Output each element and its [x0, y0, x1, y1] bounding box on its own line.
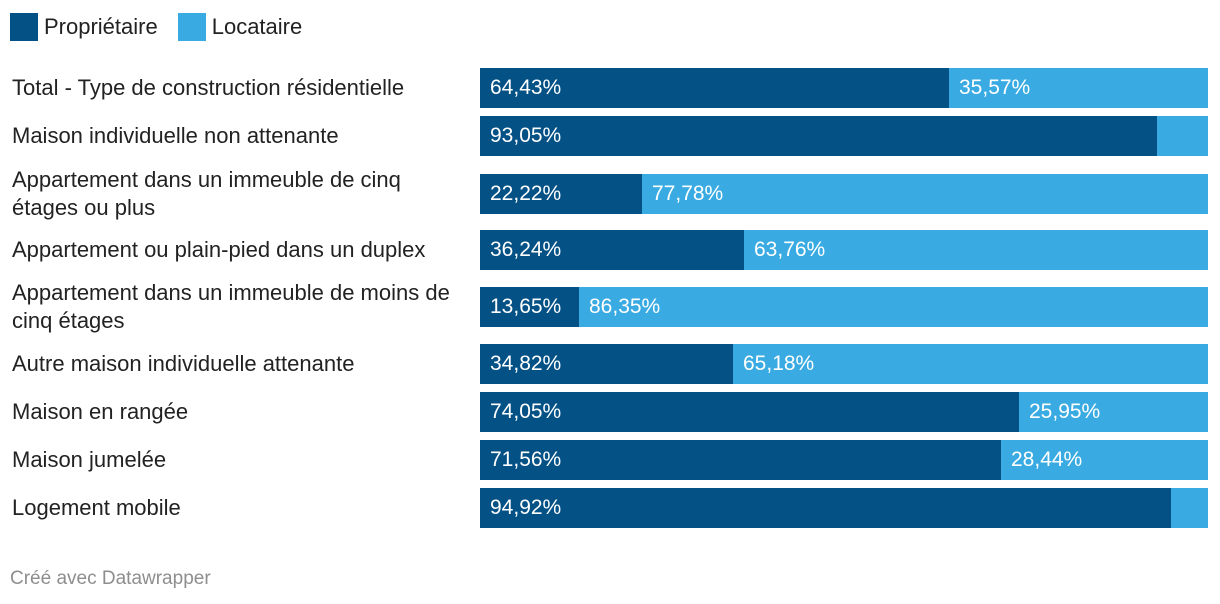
chart-row: Maison individuelle non attenante 93,05% — [0, 116, 1220, 156]
chart-row: Autre maison individuelle attenante 34,82… — [0, 344, 1220, 384]
category-label: Autre maison individuelle attenante — [12, 351, 355, 376]
bar-segment-tenant — [1157, 116, 1208, 156]
bar-segment-owner: 34,82% — [480, 344, 733, 384]
bar-segment-owner: 94,92% — [480, 488, 1171, 528]
stacked-bar: 22,22% 77,78% — [480, 174, 1208, 214]
stacked-bar: 64,43% 35,57% — [480, 68, 1208, 108]
chart-legend: Propriétaire Locataire — [10, 12, 322, 42]
chart-row: Total - Type de construction résidentiel… — [0, 68, 1220, 108]
bar-segment-owner: 64,43% — [480, 68, 949, 108]
legend-item-tenant: Locataire — [177, 13, 303, 41]
category-label: Maison jumelée — [12, 447, 167, 472]
legend-swatch-tenant — [177, 13, 206, 41]
data-label: 36,24% — [490, 238, 562, 261]
stacked-bar: 36,24% 63,76% — [480, 230, 1208, 270]
credit-text: Créé avec Datawrapper — [10, 568, 211, 589]
bar-segment-tenant: 25,95% — [1019, 392, 1208, 432]
stacked-bar: 71,56% 28,44% — [480, 440, 1208, 480]
data-label: 65,18% — [743, 352, 815, 375]
stacked-bar: 74,05% 25,95% — [480, 392, 1208, 432]
chart-row: Logement mobile 94,92% — [0, 488, 1220, 528]
data-label: 71,56% — [490, 448, 562, 471]
data-label: 13,65% — [490, 295, 562, 318]
category-label: Maison en rangée — [12, 399, 189, 424]
stacked-bar: 93,05% — [480, 116, 1208, 156]
bar-segment-tenant: 28,44% — [1001, 440, 1208, 480]
legend-swatch-owner — [10, 13, 38, 41]
legend-label-tenant: Locataire — [211, 14, 303, 39]
category-label: Appartement dans un immeuble de moins de… — [12, 280, 450, 333]
data-label: 74,05% — [490, 400, 562, 423]
category-label: Appartement ou plain-pied dans un duplex — [12, 237, 426, 262]
category-label: Logement mobile — [12, 495, 181, 520]
data-label: 28,44% — [1011, 448, 1083, 471]
stacked-bar: 34,82% 65,18% — [480, 344, 1208, 384]
stacked-bar: 94,92% — [480, 488, 1208, 528]
bar-segment-tenant: 77,78% — [642, 174, 1208, 214]
chart-row: Appartement ou plain-pied dans un duplex… — [0, 230, 1220, 270]
chart-rows: Total - Type de construction résidentiel… — [0, 68, 1220, 528]
bar-segment-tenant: 86,35% — [579, 287, 1208, 327]
bar-segment-owner: 13,65% — [480, 287, 579, 327]
bar-segment-tenant: 65,18% — [733, 344, 1208, 384]
data-label: 22,22% — [490, 182, 562, 205]
bar-segment-tenant: 35,57% — [949, 68, 1208, 108]
bar-segment-owner: 74,05% — [480, 392, 1019, 432]
data-label: 94,92% — [490, 496, 562, 519]
legend-label-owner: Propriétaire — [44, 14, 158, 39]
category-label: Total - Type de construction résidentiel… — [12, 75, 405, 100]
category-label: Appartement dans un immeuble de cinq éta… — [12, 167, 401, 220]
bar-segment-tenant — [1171, 488, 1208, 528]
category-label: Maison individuelle non attenante — [12, 123, 339, 148]
data-label: 34,82% — [490, 352, 562, 375]
data-label: 93,05% — [490, 124, 562, 147]
data-label: 63,76% — [754, 238, 826, 261]
stacked-bar: 13,65% 86,35% — [480, 287, 1208, 327]
bar-segment-owner: 36,24% — [480, 230, 744, 270]
data-label: 64,43% — [490, 76, 562, 99]
legend-item-owner: Propriétaire — [10, 13, 158, 41]
chart-row: Maison en rangée 74,05% 25,95% — [0, 392, 1220, 432]
chart-row: Maison jumelée 71,56% 28,44% — [0, 440, 1220, 480]
chart-row: Appartement dans un immeuble de moins de… — [0, 280, 1220, 333]
data-label: 35,57% — [959, 76, 1031, 99]
bar-segment-owner: 93,05% — [480, 116, 1157, 156]
data-label: 77,78% — [652, 182, 724, 205]
chart-row: Appartement dans un immeuble de cinq éta… — [0, 167, 1220, 220]
bar-segment-owner: 71,56% — [480, 440, 1001, 480]
data-label: 25,95% — [1029, 400, 1101, 423]
bar-segment-owner: 22,22% — [480, 174, 642, 214]
bar-segment-tenant: 63,76% — [744, 230, 1208, 270]
data-label: 86,35% — [589, 295, 661, 318]
